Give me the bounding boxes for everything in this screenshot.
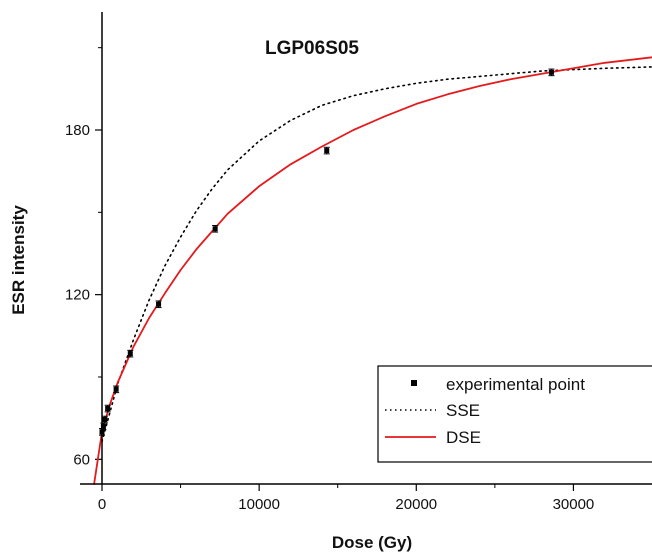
point-marker — [212, 226, 218, 232]
data-point — [323, 146, 330, 155]
data-point — [104, 404, 111, 413]
data-point — [101, 415, 108, 424]
x-tick-label-20000: 20000 — [395, 496, 437, 513]
point-marker — [100, 423, 106, 429]
point-marker — [102, 417, 108, 423]
x-tick-label-10000: 10000 — [238, 496, 280, 513]
data-point — [155, 300, 162, 309]
point-marker — [156, 301, 162, 307]
legend-box — [377, 365, 652, 463]
x-tick-label-30000: 30000 — [553, 496, 595, 513]
legend-label-dse: DSE — [446, 428, 481, 447]
data-point — [127, 349, 134, 358]
legend-marker-experimental-point — [411, 380, 417, 386]
data-point — [113, 385, 120, 394]
point-marker — [324, 148, 330, 154]
data-point — [212, 224, 219, 233]
y-tick-label-180: 180 — [65, 122, 90, 139]
y-tick-label-120: 120 — [65, 287, 90, 304]
point-marker — [113, 386, 119, 392]
x-tick-label-0: 0 — [98, 496, 106, 513]
axis-ticks: 0 10000 20000 30000 60 120 180 — [65, 47, 595, 513]
legend-label-sse: SSE — [446, 401, 480, 420]
point-marker — [127, 351, 133, 357]
y-axis-title: ESR intensity — [9, 205, 28, 315]
y-tick-label-60: 60 — [73, 451, 90, 468]
x-axis-title: Dose (Gy) — [332, 533, 412, 552]
data-point — [548, 68, 555, 77]
point-marker — [105, 406, 111, 412]
point-marker — [548, 69, 554, 75]
legend-label-experimental-point: experimental point — [446, 375, 585, 394]
chart-title: LGP06S05 — [265, 38, 359, 59]
legend: experimental point SSE DSE — [377, 365, 652, 463]
